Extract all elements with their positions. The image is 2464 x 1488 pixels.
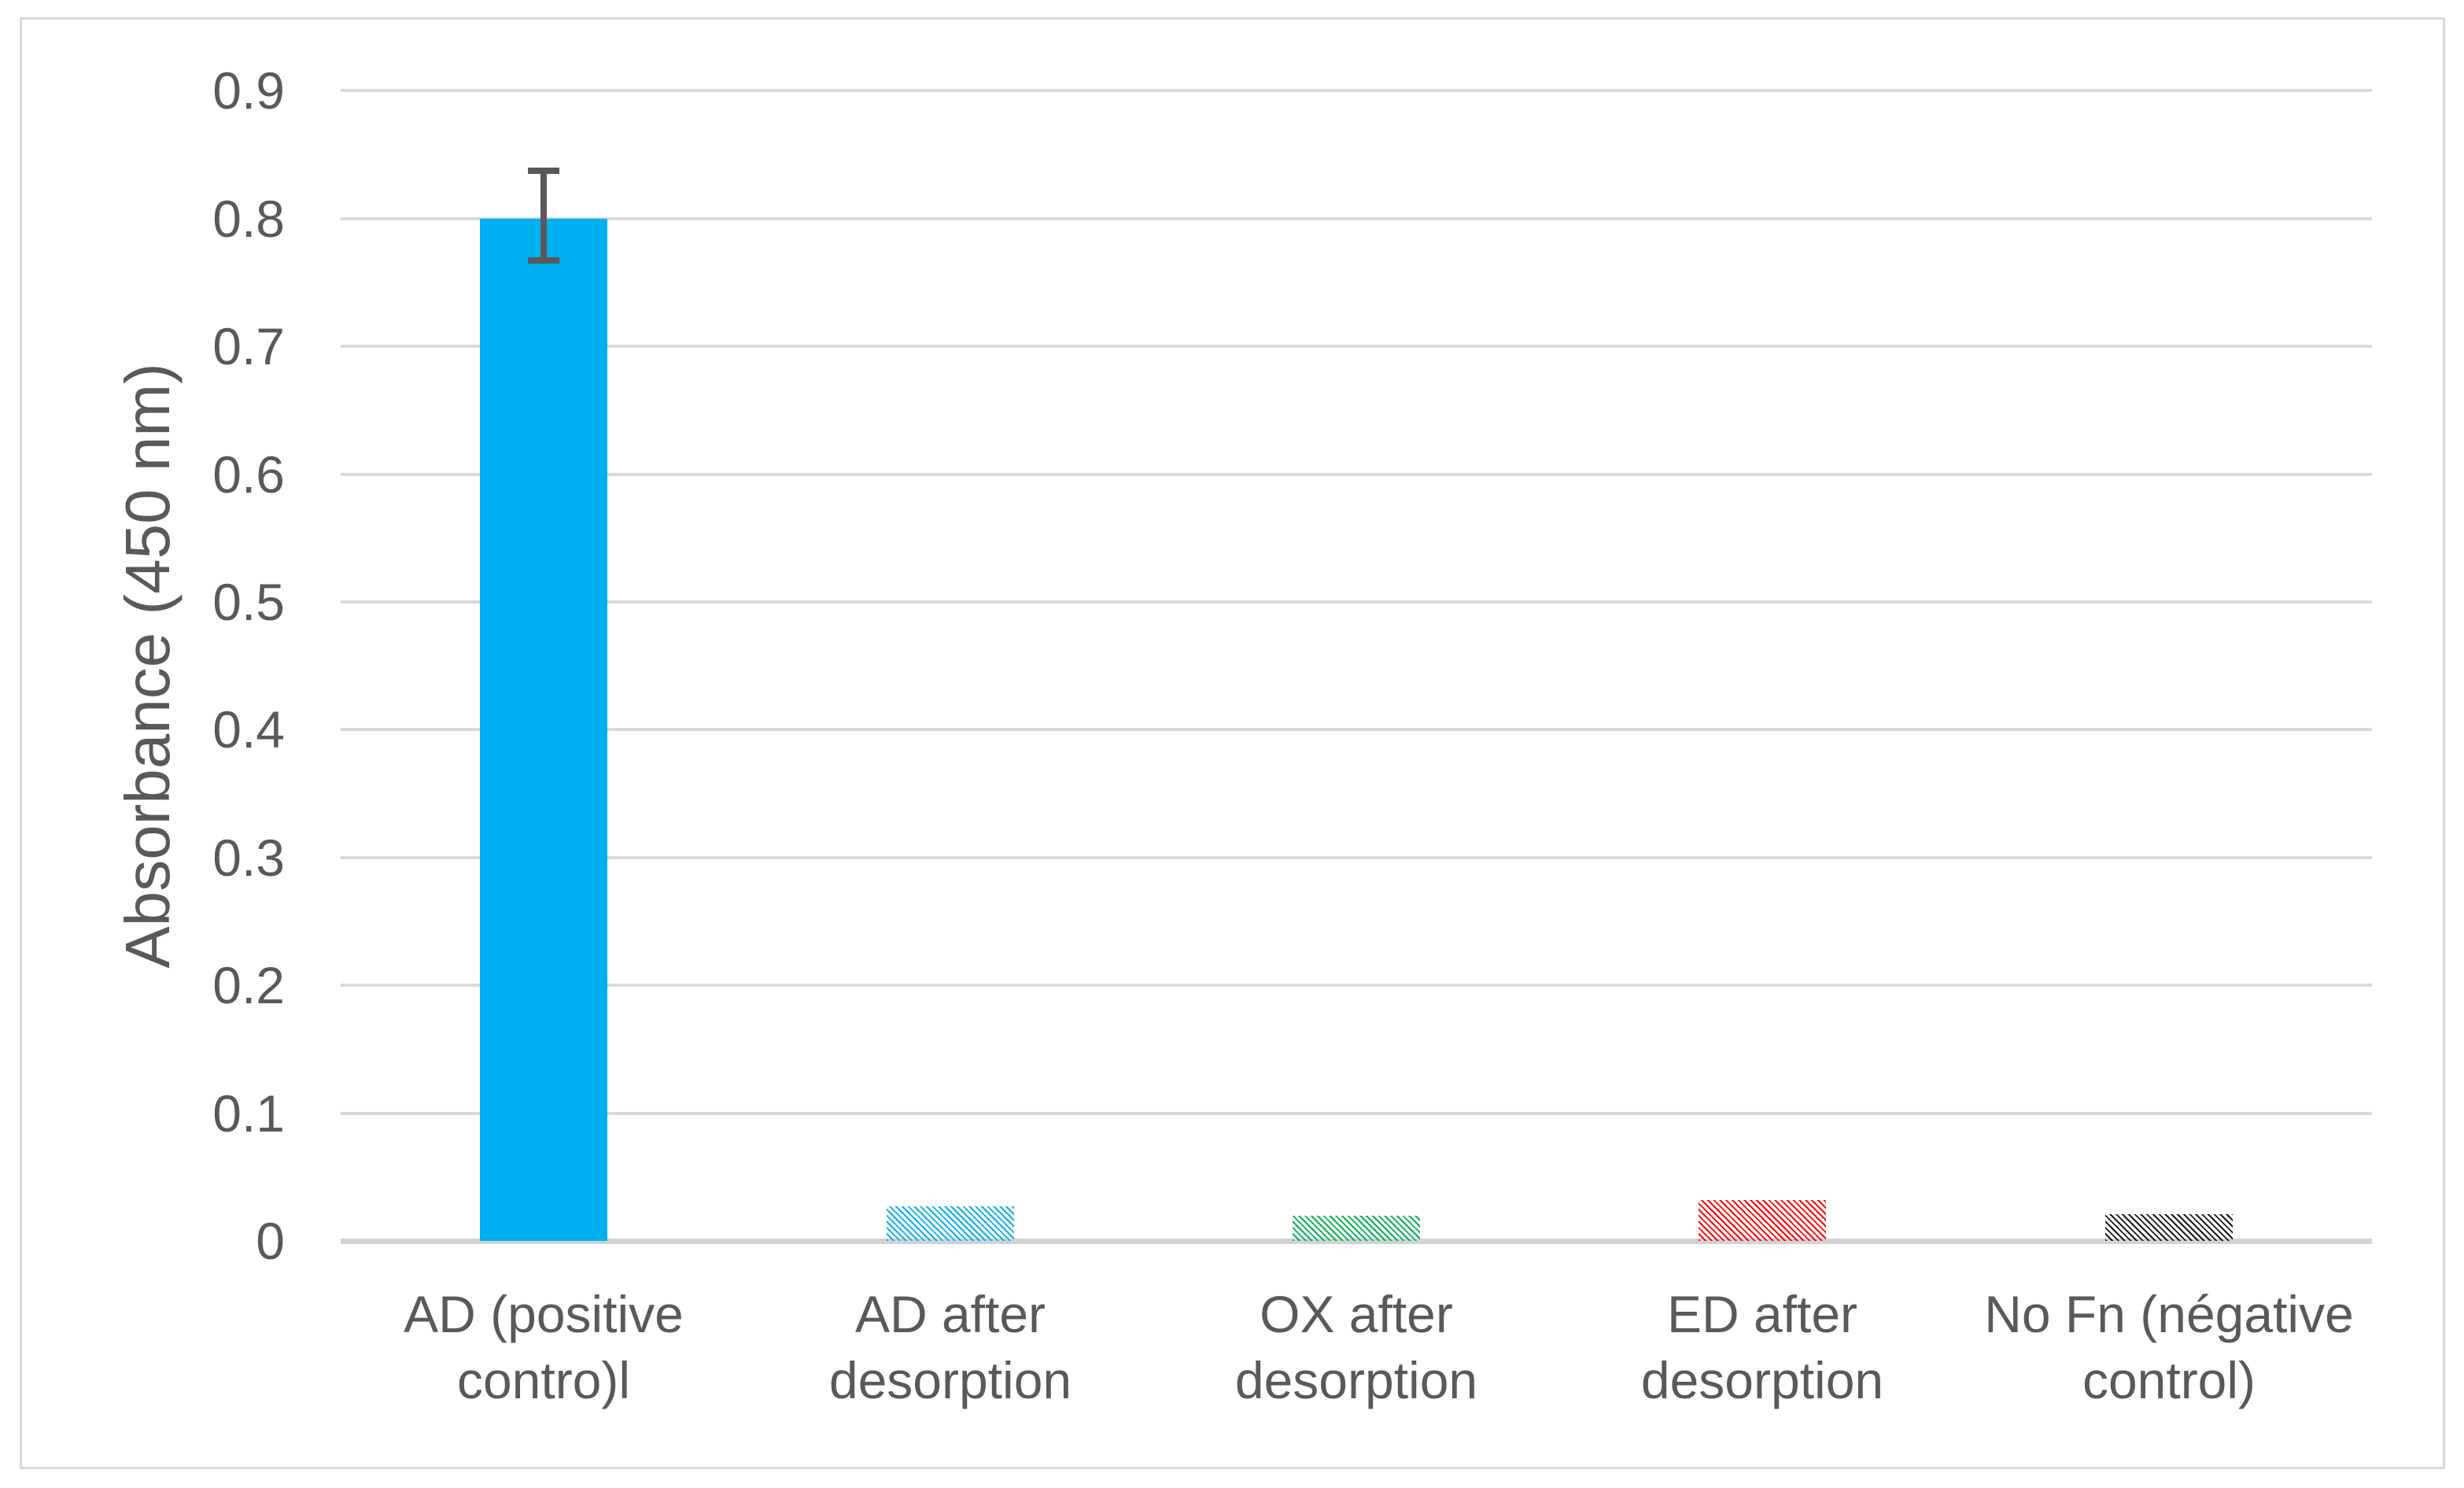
y-tick-label: 0.3 [212,828,285,887]
error-bar-top-cap [528,167,560,174]
y-tick-label: 0.4 [212,700,285,759]
y-gridline [341,984,2372,988]
y-gridline [341,728,2372,732]
y-gridline [341,345,2372,349]
y-tick-label: 0.1 [212,1084,285,1143]
y-gridline [341,1111,2372,1115]
x-category-label: AD after desorption [828,1285,1072,1409]
y-gridline [341,472,2372,476]
y-tick-label: 0.8 [212,189,285,248]
y-tick-label: 0.9 [212,61,285,120]
error-bar-bottom-cap [528,257,560,264]
y-tick-label: 0.6 [212,445,285,504]
y-gridline [341,600,2372,604]
y-gridline [341,216,2372,220]
y-tick-label: 0.7 [212,317,285,376]
bar [480,219,607,1241]
error-bar [528,167,560,264]
x-category-label: OX after desorption [1234,1285,1478,1409]
error-bar-line [540,167,548,264]
y-tick-label: 0.2 [212,956,285,1015]
y-gridline [341,855,2372,859]
x-category-label: AD (positive contro)l [404,1285,684,1409]
x-category-label: ED after desorption [1640,1285,1884,1409]
bar [1293,1216,1420,1241]
bar [2105,1214,2233,1241]
chart-border [20,17,2445,1469]
y-gridline [341,89,2372,93]
bar [1699,1200,1826,1241]
x-category-label: No Fn (négative control) [1984,1285,2354,1409]
x-axis-baseline [341,1239,2372,1244]
y-tick-label: 0.5 [212,573,285,631]
bar [887,1206,1014,1241]
y-tick-label: 0 [256,1212,285,1270]
